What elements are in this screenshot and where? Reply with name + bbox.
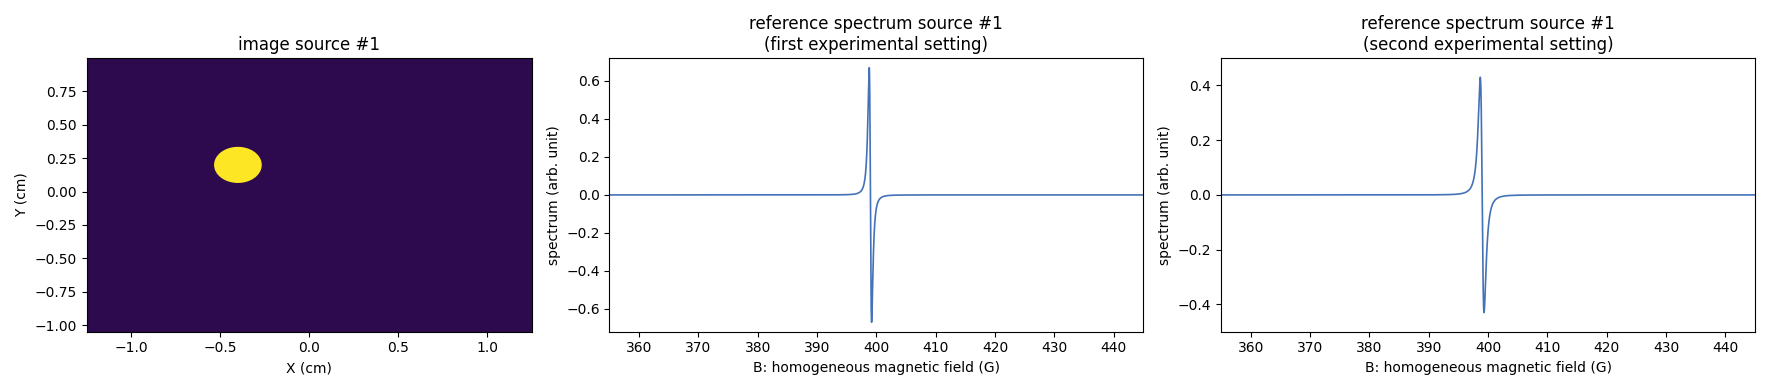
Title: reference spectrum source #1
(second experimental setting): reference spectrum source #1 (second exp… — [1361, 15, 1614, 54]
Y-axis label: spectrum (arb. unit): spectrum (arb. unit) — [1158, 125, 1172, 265]
Title: image source #1: image source #1 — [239, 36, 381, 54]
X-axis label: B: homogeneous magnetic field (G): B: homogeneous magnetic field (G) — [752, 361, 1000, 375]
Polygon shape — [214, 147, 260, 182]
Title: reference spectrum source #1
(first experimental setting): reference spectrum source #1 (first expe… — [749, 15, 1004, 54]
Y-axis label: Y (cm): Y (cm) — [14, 172, 28, 217]
X-axis label: X (cm): X (cm) — [287, 361, 333, 375]
Y-axis label: spectrum (arb. unit): spectrum (arb. unit) — [547, 125, 561, 265]
X-axis label: B: homogeneous magnetic field (G): B: homogeneous magnetic field (G) — [1365, 361, 1611, 375]
